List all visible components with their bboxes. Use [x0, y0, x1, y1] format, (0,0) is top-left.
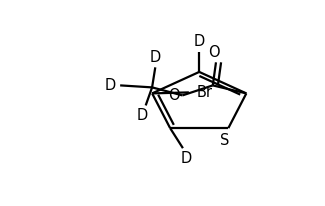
Text: D: D [180, 151, 192, 166]
Text: D: D [150, 50, 161, 65]
Text: D: D [194, 34, 205, 49]
Text: D: D [137, 108, 148, 123]
Text: D: D [105, 78, 116, 93]
Text: S: S [220, 133, 230, 148]
Text: O: O [168, 88, 180, 103]
Text: O: O [209, 45, 220, 60]
Text: Br: Br [197, 85, 213, 100]
